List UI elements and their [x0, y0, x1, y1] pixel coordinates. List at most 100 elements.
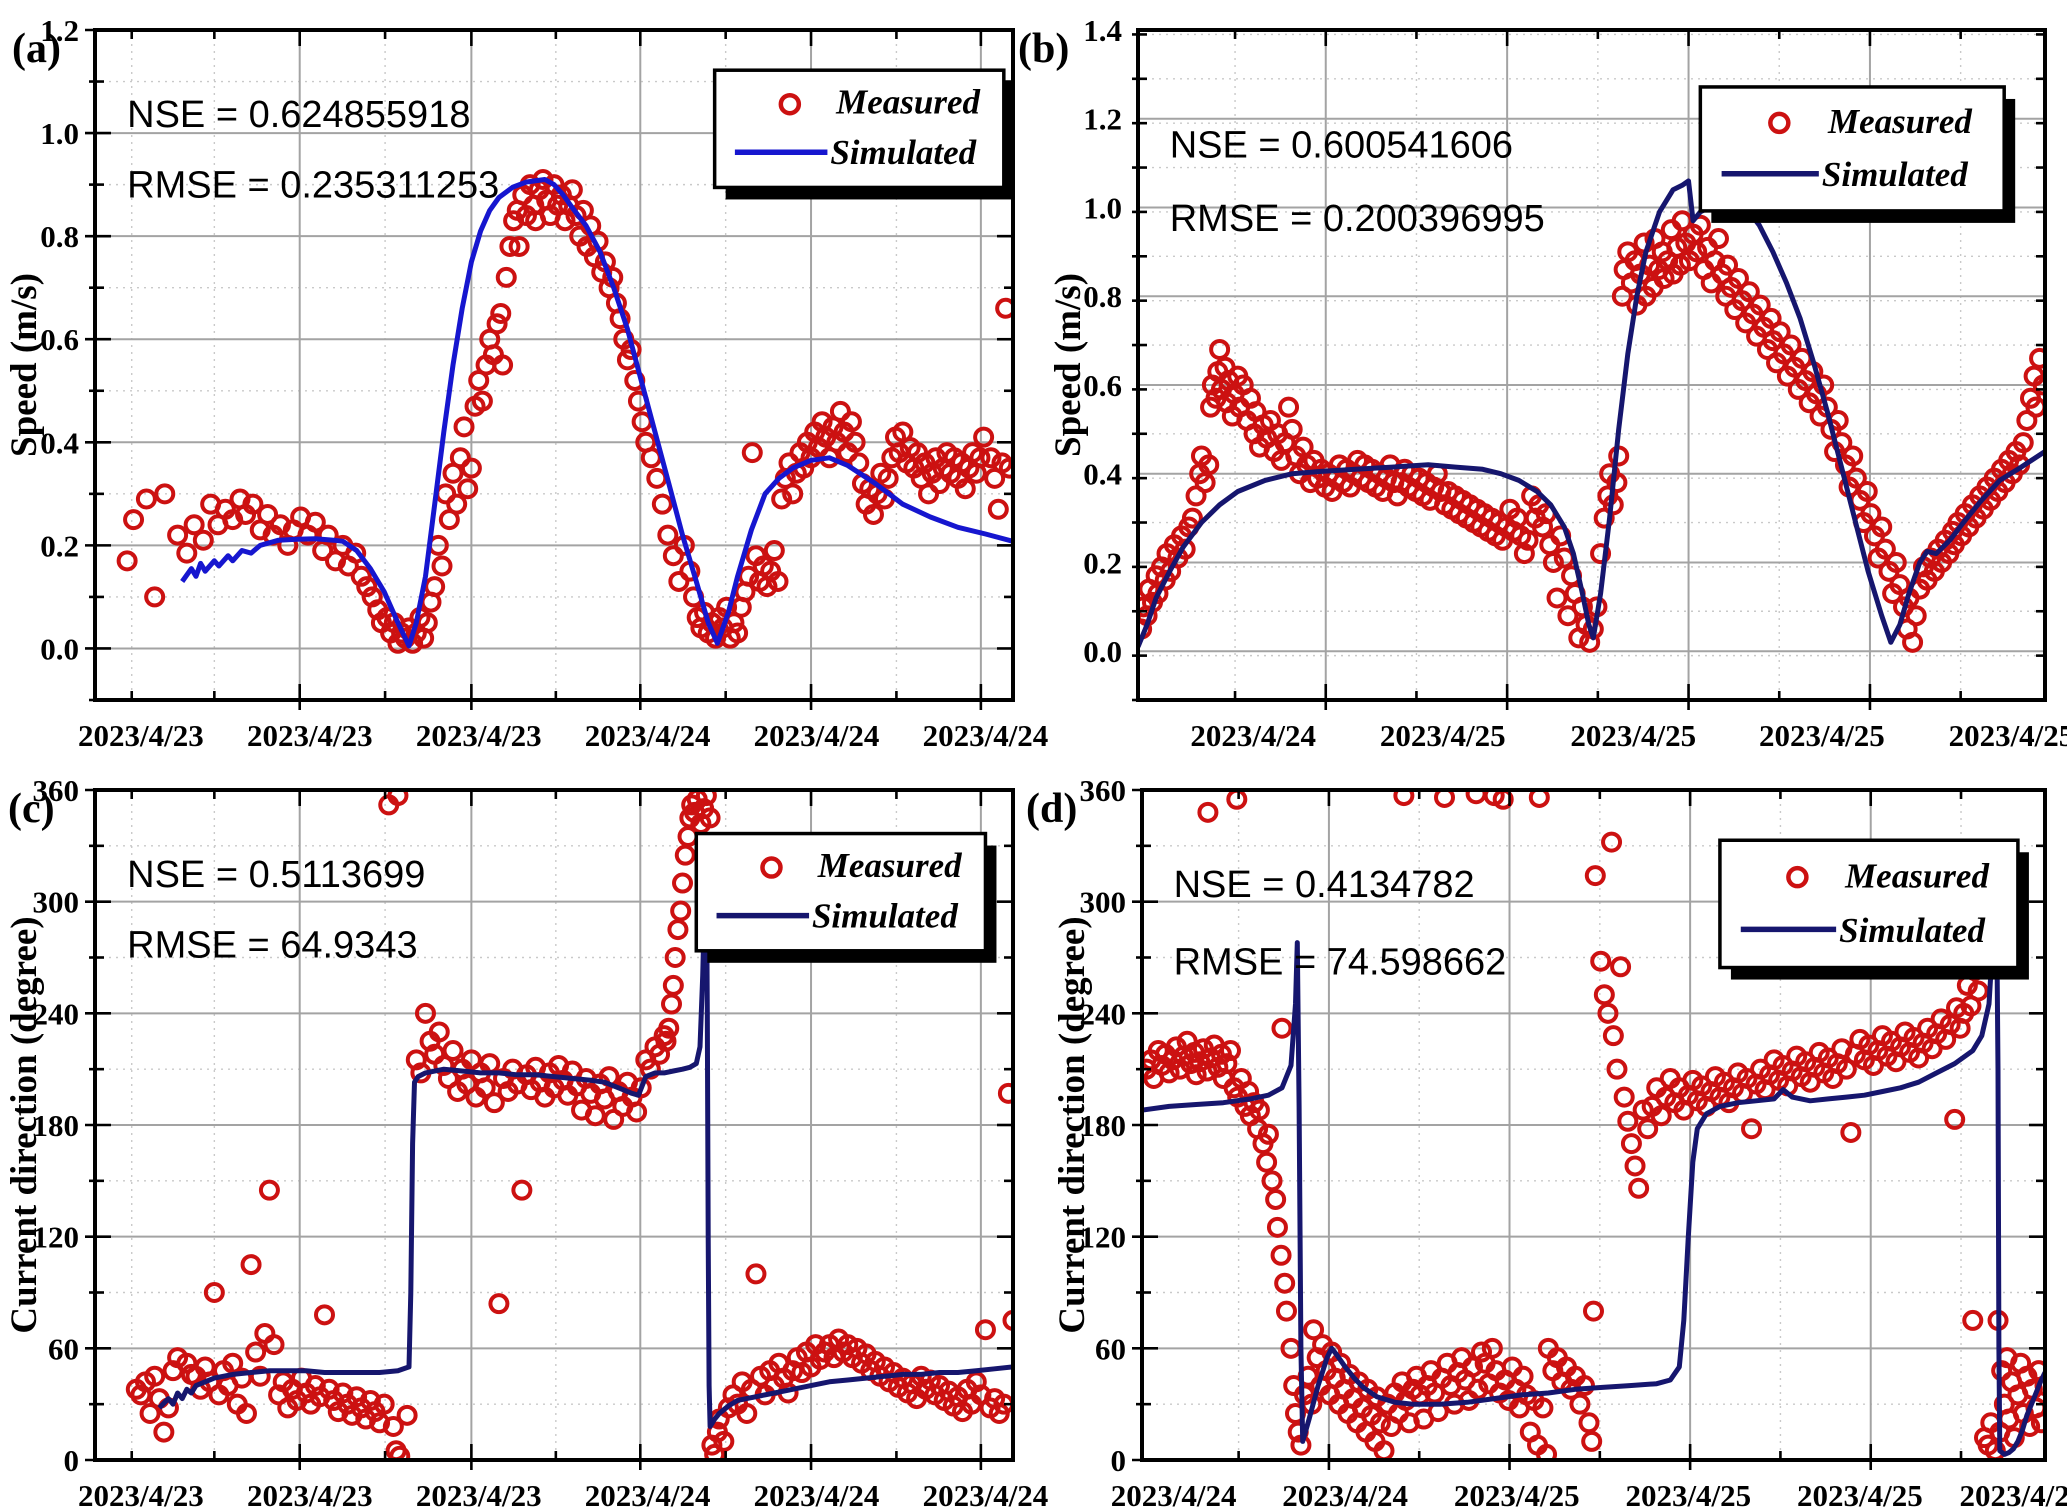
measured-point [1209, 338, 1231, 360]
measured-point [1842, 445, 1864, 467]
legend: Measured Simulated [1718, 838, 2029, 980]
measured-point [382, 1416, 404, 1437]
measured-point [1602, 1025, 1624, 1047]
measured-point [1569, 1393, 1591, 1415]
measured-point [1845, 467, 1867, 489]
rmse-value: RMSE = 0.200396995 [1170, 198, 1545, 240]
measured-point [387, 790, 409, 807]
simulated-line [1142, 861, 2045, 1457]
measured-point [670, 900, 692, 922]
y-tick-labels: 0 60 120 180 240 300 360 [33, 773, 80, 1478]
stats-annotation: NSE = 0.4134782 RMSE = 74.598662 [1174, 864, 1507, 983]
simulated-line [180, 177, 1013, 649]
y-tick-label: 180 [33, 1108, 80, 1143]
measured-point [240, 1254, 262, 1276]
measured-point [263, 1334, 285, 1356]
measured-point [1840, 1121, 1862, 1143]
plot-border [93, 788, 1015, 1462]
measured-point [626, 1101, 648, 1123]
measured-point [345, 542, 367, 564]
measured-point [1741, 1118, 1763, 1140]
y-tick-label: 0.8 [1083, 279, 1122, 314]
x-tick-label: 2023/4/24 [585, 1478, 711, 1508]
legend-measured-label: Measured [835, 83, 980, 122]
y-tick-label: 1.2 [40, 13, 79, 48]
measured-point [1274, 1272, 1296, 1294]
measured-point [954, 478, 976, 500]
measured-point [1278, 396, 1300, 418]
measured-point [1620, 1133, 1642, 1155]
measured-point [1271, 1017, 1293, 1039]
measured-point [767, 570, 789, 592]
measured-point [987, 498, 1009, 520]
measured-point [1467, 1378, 1489, 1400]
legend: Measured Simulated [1698, 85, 2016, 223]
x-tick-label: 2023/4/24 [754, 718, 880, 753]
measured-point [257, 503, 279, 525]
plot-border [93, 28, 1015, 702]
y-tick-label: 300 [1080, 885, 1127, 920]
measured-point [396, 1404, 418, 1426]
measured-point [1528, 790, 1550, 808]
measured-point [1002, 1309, 1013, 1331]
measured-point [428, 1021, 450, 1043]
measured-point [153, 1421, 175, 1443]
measured-point [1197, 801, 1219, 823]
measured-point [359, 1389, 381, 1411]
measured-point [1871, 516, 1893, 538]
x-tick-labels: 2023/4/24 2023/4/25 2023/4/25 2023/4/25 2023… [1190, 718, 2067, 753]
measured-point [460, 457, 482, 479]
measured-point [457, 478, 479, 500]
measured-point [1749, 294, 1771, 316]
measured-point [304, 511, 326, 533]
plot-border [1136, 28, 2047, 702]
measured-point [1248, 1099, 1270, 1121]
measured-point [980, 447, 1002, 469]
measured-point [144, 586, 166, 608]
x-tick-label: 2023/4/25 [1625, 1478, 1751, 1508]
legend-simulated-label: Simulated [830, 133, 976, 172]
measured-point [840, 411, 862, 433]
measured-point [350, 565, 372, 587]
measured-point [651, 493, 673, 515]
measured-point [727, 622, 749, 644]
measured-point [1216, 1053, 1238, 1075]
measured-point [1738, 281, 1760, 303]
rmse-value: RMSE = 64.9343 [127, 925, 417, 967]
measured-point [713, 1430, 735, 1452]
measured-point [1944, 1108, 1966, 1130]
nse-value: NSE = 0.5113699 [127, 854, 425, 896]
legend-measured-marker [760, 856, 783, 879]
y-tick-label: 180 [1080, 1108, 1127, 1143]
data-layer [125, 790, 1013, 1460]
measured-point [1546, 587, 1568, 609]
measured-point [495, 266, 517, 288]
y-tick-label: 1.4 [1083, 13, 1122, 48]
measured-point [1686, 241, 1708, 263]
measured-point [192, 529, 214, 551]
measured-point [1610, 956, 1632, 978]
x-tick-label: 2023/4/25 [1380, 718, 1506, 753]
y-tick-label: 60 [1095, 1331, 1126, 1366]
measured-point [222, 1352, 244, 1374]
measured-point [1593, 984, 1615, 1006]
y-tick-label: 300 [33, 885, 80, 920]
y-axis-title: Current direction (degree) [4, 916, 45, 1333]
measured-point [668, 570, 690, 592]
legend-box [712, 68, 1006, 190]
measured-point [1471, 1341, 1493, 1363]
stats-annotation: NSE = 0.600541606 RMSE = 0.200396995 [1170, 124, 1545, 240]
panel-letter: (a) [12, 26, 61, 72]
data-layer [1142, 790, 2045, 1460]
measured-point [1581, 1430, 1603, 1452]
measured-point [763, 540, 785, 562]
y-axis-title: Speed (m/s) [4, 273, 45, 457]
measured-point [508, 235, 530, 257]
x-tick-label: 2023/4/25 [1949, 718, 2067, 753]
legend: Measured Simulated [694, 831, 997, 963]
measured-point [483, 1092, 505, 1114]
measured-point [658, 1017, 680, 1039]
